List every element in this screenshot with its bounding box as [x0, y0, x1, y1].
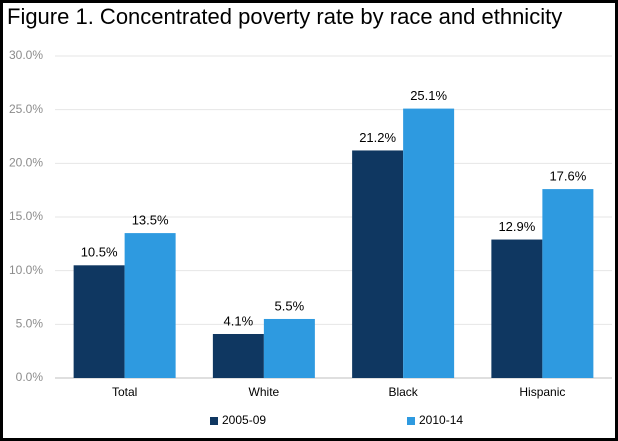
data-label: 25.1% — [410, 88, 447, 103]
data-label: 10.5% — [81, 245, 118, 260]
x-tick-label: White — [249, 385, 280, 399]
bar — [263, 318, 315, 378]
data-label: 21.2% — [359, 130, 396, 145]
bar — [542, 189, 594, 378]
x-tick-label: Hispanic — [519, 385, 565, 399]
y-tick-label: 0.0% — [16, 370, 44, 384]
bar — [403, 108, 455, 379]
data-label: 5.5% — [275, 298, 305, 313]
y-tick-label: 25.0% — [9, 102, 43, 116]
bar — [73, 265, 125, 378]
x-tick-label: Black — [388, 385, 418, 399]
bar — [491, 239, 543, 378]
data-label: 13.5% — [132, 213, 169, 228]
legend-swatch — [407, 417, 415, 425]
legend-label: 2010-14 — [419, 413, 463, 427]
x-tick-label: Total — [112, 385, 137, 399]
bar — [352, 150, 404, 378]
data-label: 17.6% — [549, 169, 586, 184]
y-tick-label: 30.0% — [9, 48, 43, 62]
data-label: 12.9% — [498, 219, 535, 234]
y-tick-label: 15.0% — [9, 209, 43, 223]
data-label: 4.1% — [224, 313, 254, 328]
bar — [212, 333, 264, 378]
y-tick-label: 20.0% — [9, 156, 43, 170]
y-tick-label: 5.0% — [16, 317, 44, 331]
legend-swatch — [210, 417, 218, 425]
y-tick-label: 10.0% — [9, 263, 43, 277]
bar — [124, 233, 176, 378]
legend-label: 2005-09 — [222, 413, 266, 427]
chart-title: Figure 1. Concentrated poverty rate by r… — [7, 4, 562, 29]
